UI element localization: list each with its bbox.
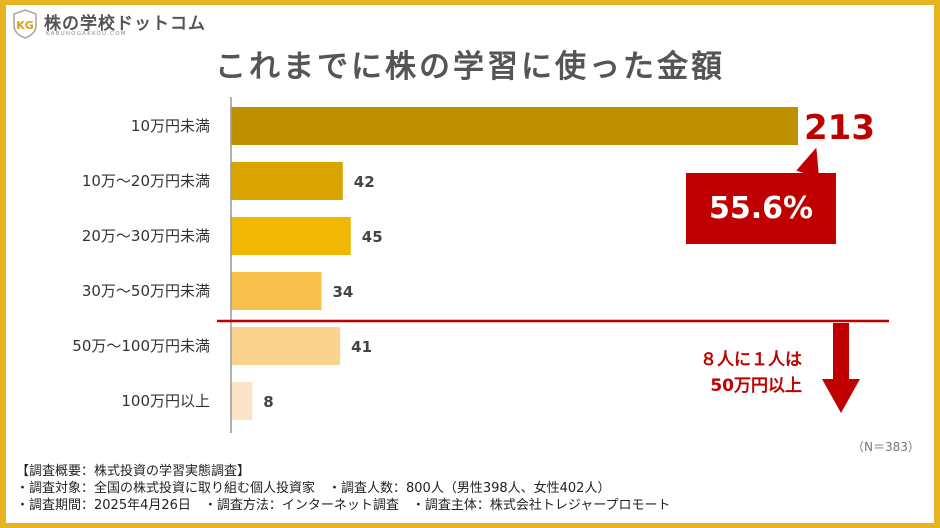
bar-chart: 10万円未満 10万～20万円未満 42 20万～30万円未満 45 30万～50万円未満… xyxy=(72,97,889,433)
category-label-4: 30万～50万円未満 xyxy=(82,282,210,300)
category-label-5: 50万～100万円未満 xyxy=(72,337,210,355)
bar-4 xyxy=(231,272,322,310)
bar-1 xyxy=(231,107,798,145)
bar-6 xyxy=(231,382,253,420)
bar-5 xyxy=(231,327,341,365)
category-label-1: 10万円未満 xyxy=(131,117,210,135)
logo: KG 株の学校ドットコム KABUNOGAKKOU.COM xyxy=(12,9,205,45)
threshold-callout-line2: 50万円以上 xyxy=(710,376,802,396)
logo-name: 株の学校ドットコム xyxy=(44,14,206,34)
category-label-6: 100万円以上 xyxy=(121,392,210,410)
value-label-6: 8 xyxy=(263,393,273,411)
down-arrow-shaft xyxy=(833,323,849,381)
value-label-5: 41 xyxy=(351,338,372,356)
survey-footer: 【調査概要：株式投資の学習実態調査】 ・調査対象：全国の株式投資に取り組む個人投… xyxy=(16,463,670,514)
value-label-2: 42 xyxy=(354,173,375,191)
footer-heading: 【調査概要：株式投資の学習実態調査】 xyxy=(16,464,251,479)
bar-3 xyxy=(231,217,351,255)
down-arrow-head xyxy=(822,379,860,413)
slide-frame: KG 株の学校ドットコム KABUNOGAKKOU.COM これまでに株の学習に… xyxy=(6,5,934,523)
category-label-2: 10万～20万円未満 xyxy=(82,172,210,190)
category-label-3: 20万～30万円未満 xyxy=(82,227,210,245)
threshold-callout-line1: ８人に１人は xyxy=(700,350,802,370)
chart-title: これまでに株の学習に使った金額 xyxy=(215,49,725,85)
logo-sub: KABUNOGAKKOU.COM xyxy=(46,31,127,37)
percent-callout: 55.6% xyxy=(686,173,836,244)
percent-callout-text: 55.6% xyxy=(708,191,814,226)
value-label-3: 45 xyxy=(362,228,383,246)
footer-line-1: ・調査対象：全国の株式投資に取り組む個人投資家 ・調査人数：800人（男性398… xyxy=(16,481,611,496)
threshold-callout: ８人に１人は 50万円以上 xyxy=(652,347,802,399)
footer-line-2: ・調査期間：2025年4月26日 ・調査方法：インターネット調査 ・調査主体：株… xyxy=(16,498,671,513)
value-label-4: 34 xyxy=(333,283,354,301)
logo-mark-text: KG xyxy=(16,19,34,32)
logo-mark-icon: KG xyxy=(13,9,37,39)
sample-size-note: （N＝383） xyxy=(852,440,920,454)
total-value-label: 213 xyxy=(804,108,875,148)
bar-2 xyxy=(231,162,343,200)
